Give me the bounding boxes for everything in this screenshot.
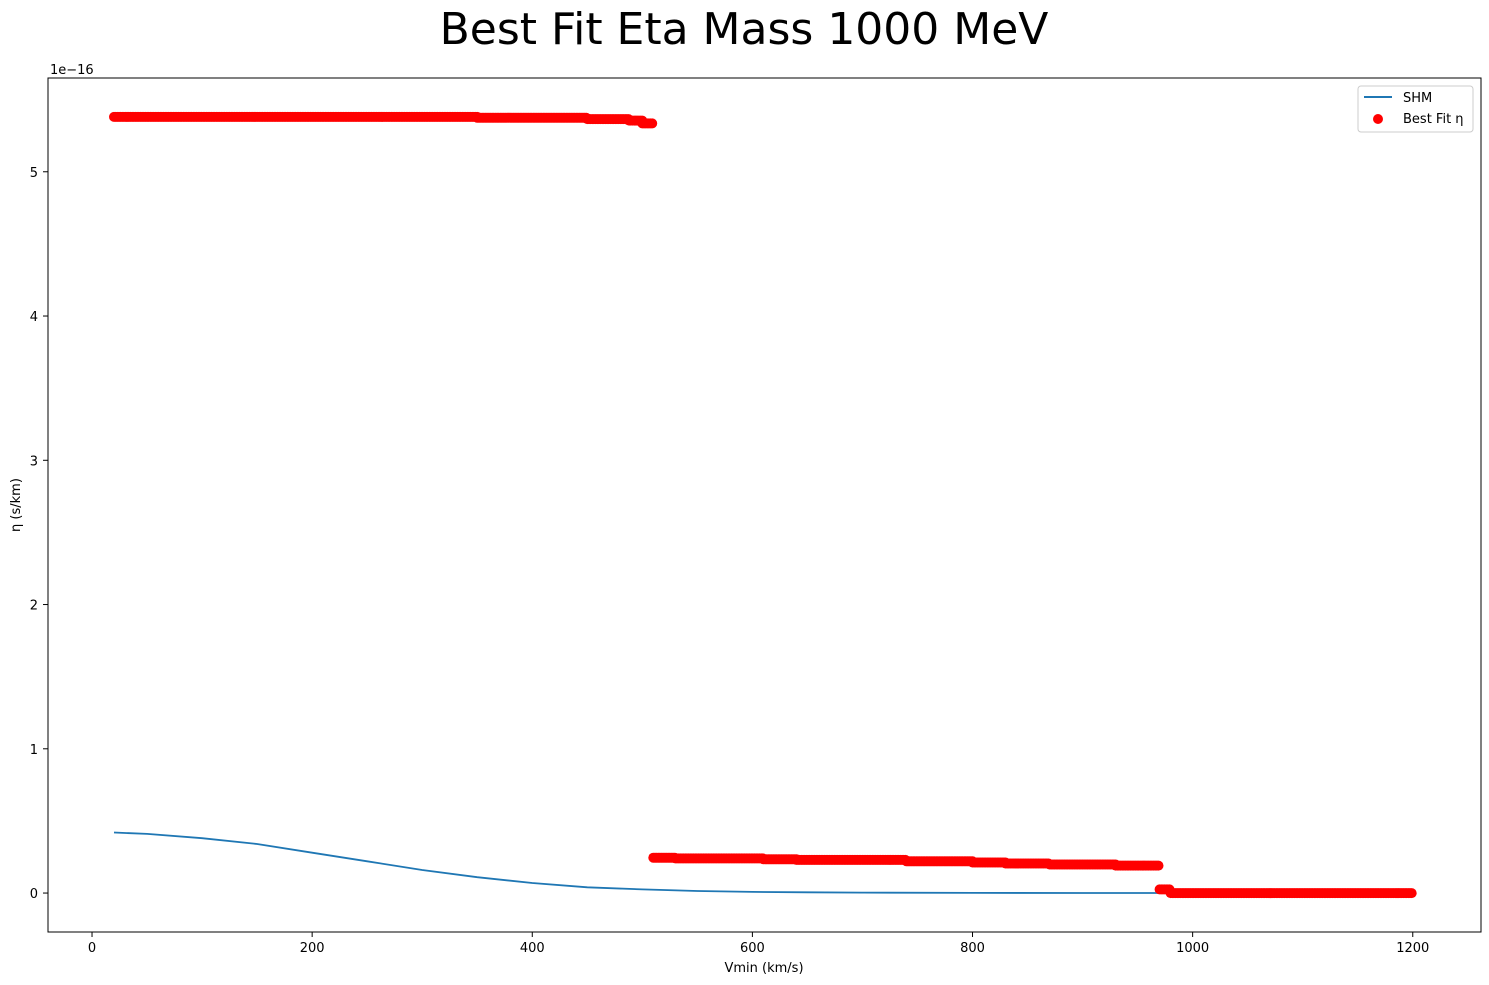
best-fit-point xyxy=(1406,888,1417,899)
x-tick-label: 1000 xyxy=(1176,941,1209,956)
chart-title: Best Fit Eta Mass 1000 MeV xyxy=(440,4,1049,55)
x-tick-label: 1200 xyxy=(1396,941,1429,956)
plot-frame xyxy=(47,77,1482,933)
y-tick-label: 3 xyxy=(30,454,38,469)
legend: SHM Best Fit η xyxy=(1357,85,1474,133)
x-axis-ticks: 0 200 400 600 800 1000 1200 xyxy=(88,932,1429,956)
shm-line xyxy=(113,831,1413,894)
best-fit-point xyxy=(1153,860,1164,871)
y-tick-label: 5 xyxy=(30,166,38,181)
x-axis-label: Vmin (km/s) xyxy=(724,961,803,976)
legend-bestfit-label: Best Fit η xyxy=(1403,112,1464,127)
legend-bestfit-swatch xyxy=(1373,114,1383,124)
x-tick-label: 800 xyxy=(960,941,985,956)
best-fit-point xyxy=(647,118,658,129)
x-tick-label: 600 xyxy=(740,941,765,956)
series-layer xyxy=(109,111,1417,899)
y-axis-ticks: 0 1 2 3 4 5 xyxy=(30,166,48,902)
y-offset-label: 1e−16 xyxy=(50,63,94,78)
y-axis-label: η (s/km) xyxy=(9,478,24,532)
y-tick-label: 1 xyxy=(30,743,38,758)
x-tick-label: 400 xyxy=(520,941,545,956)
y-tick-label: 2 xyxy=(30,599,38,614)
x-tick-label: 200 xyxy=(300,941,325,956)
y-tick-label: 4 xyxy=(30,310,38,325)
legend-shm-label: SHM xyxy=(1403,91,1432,106)
y-tick-label: 0 xyxy=(30,887,38,902)
x-tick-label: 0 xyxy=(88,941,96,956)
